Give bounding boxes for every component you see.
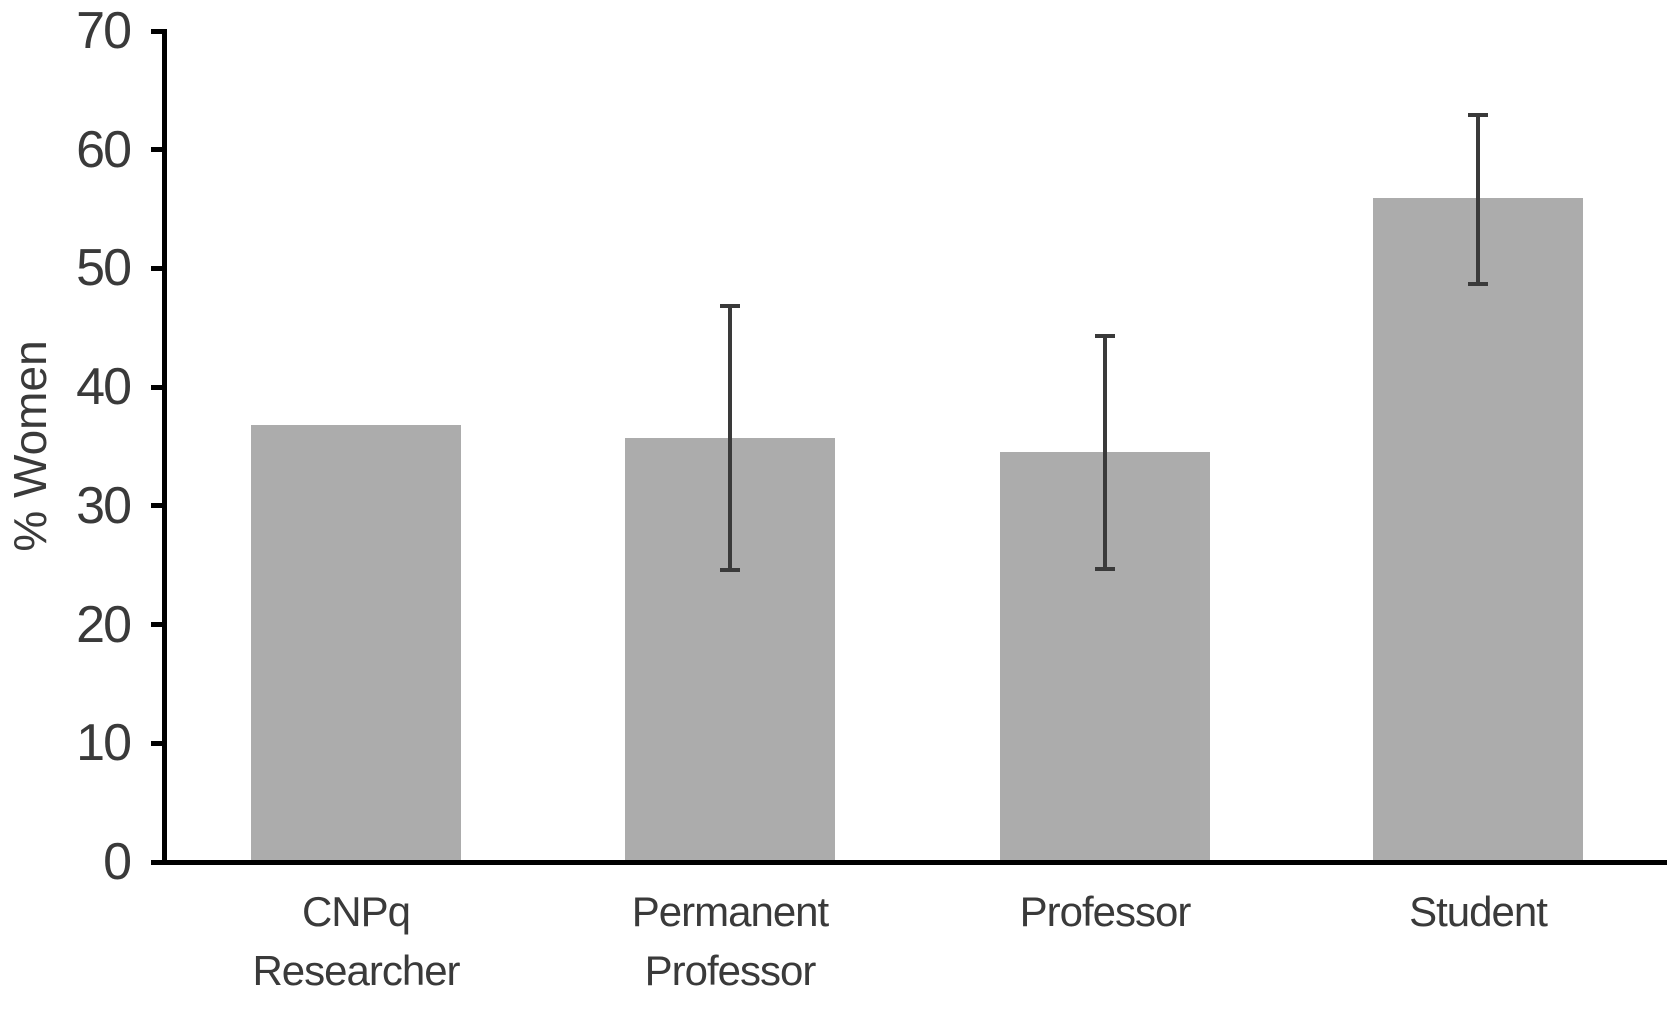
error-bar-cap-bottom — [720, 567, 740, 572]
y-axis-line — [162, 29, 167, 864]
error-bar-cap-top — [1095, 334, 1115, 339]
y-tick-mark — [151, 28, 162, 34]
y-tick-mark — [151, 384, 162, 390]
y-tick-label: 30 — [76, 476, 132, 535]
y-tick-label: 50 — [76, 239, 132, 298]
error-bar-line — [1103, 336, 1107, 569]
x-axis-line — [162, 860, 1667, 865]
y-tick-label: 0 — [103, 833, 132, 891]
x-axis-category-label: Permanent Professor — [543, 882, 917, 1000]
y-tick-label: 40 — [76, 358, 132, 417]
y-tick-label: 70 — [76, 2, 132, 60]
x-axis-category-label-line: Permanent — [631, 888, 829, 935]
x-axis-category-label-line: Student — [1409, 888, 1548, 935]
error-bar-cap-top — [720, 304, 740, 309]
x-axis-category-label: Student — [1291, 882, 1665, 941]
y-tick-mark — [151, 265, 162, 271]
y-tick-label: 10 — [76, 714, 132, 773]
y-tick-label: 60 — [76, 120, 132, 179]
x-axis-category-label: CNPq Researcher — [169, 882, 543, 1000]
x-axis-category-label-line: CNPq — [301, 888, 411, 935]
error-bar-line — [1476, 115, 1480, 284]
bar-cnpq-researcher — [251, 425, 461, 860]
bar-student — [1373, 198, 1583, 860]
x-axis-category-label-line: Professor — [1019, 888, 1192, 935]
error-bar-line — [728, 306, 732, 570]
y-tick-mark — [151, 859, 162, 865]
x-axis-category-label: Professor — [918, 882, 1292, 941]
error-bar-cap-bottom — [1095, 566, 1115, 571]
y-tick-mark — [151, 503, 162, 509]
y-tick-mark — [151, 622, 162, 628]
error-bar-cap-bottom — [1468, 281, 1488, 286]
y-tick-label: 20 — [76, 595, 132, 654]
x-axis-category-label-line: Researcher — [252, 947, 460, 994]
x-axis-category-label-line: Professor — [644, 947, 817, 994]
y-tick-mark — [151, 740, 162, 746]
y-tick-mark — [151, 147, 162, 153]
error-bar-cap-top — [1468, 113, 1488, 118]
